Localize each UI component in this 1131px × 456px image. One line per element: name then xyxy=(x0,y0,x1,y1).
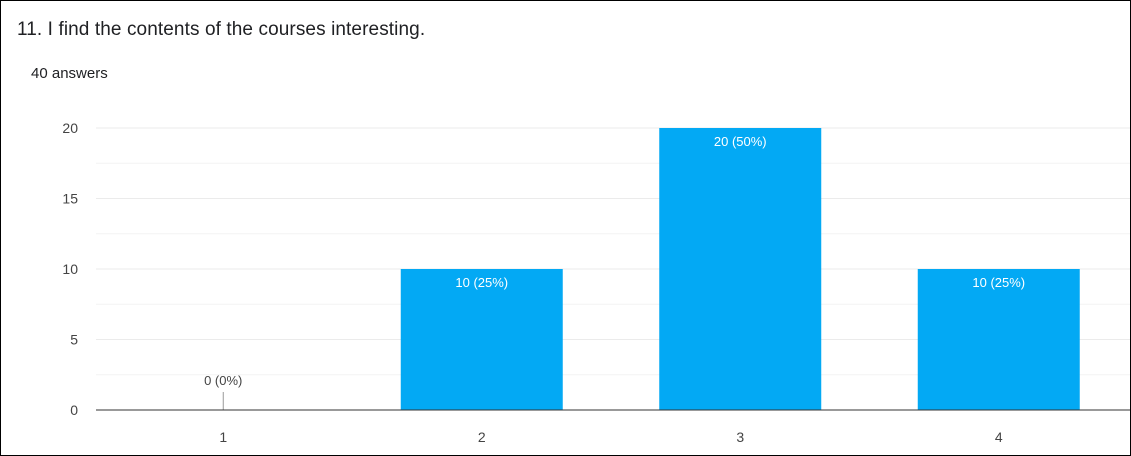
y-tick-label: 5 xyxy=(70,332,78,348)
bar-2 xyxy=(400,269,563,410)
y-tick-label: 10 xyxy=(62,261,78,277)
x-tick-label: 4 xyxy=(995,429,1003,445)
x-tick-label: 2 xyxy=(478,429,486,445)
y-tick-label: 15 xyxy=(62,191,78,207)
response-count: 40 answers xyxy=(31,65,108,82)
y-axis-ticks: 0 5 10 15 20 xyxy=(62,120,78,418)
data-label-2: 10 (25%) xyxy=(455,275,508,290)
data-labels: 0 (0%) 10 (25%) 20 (50%) 10 (25%) xyxy=(204,134,1025,388)
data-label-3: 20 (50%) xyxy=(714,134,767,149)
x-tick-label: 1 xyxy=(219,429,227,445)
data-label-1: 0 (0%) xyxy=(204,373,242,388)
y-tick-label: 0 xyxy=(70,402,78,418)
question-title: 11. I find the contents of the courses i… xyxy=(17,19,426,40)
bar-4 xyxy=(917,269,1080,410)
x-axis-ticks: 1 2 3 4 xyxy=(219,429,1003,445)
x-tick-label: 3 xyxy=(736,429,744,445)
bars xyxy=(222,128,1080,410)
data-label-4: 10 (25%) xyxy=(972,275,1025,290)
bar-3 xyxy=(659,128,822,410)
y-tick-label: 20 xyxy=(62,120,78,136)
